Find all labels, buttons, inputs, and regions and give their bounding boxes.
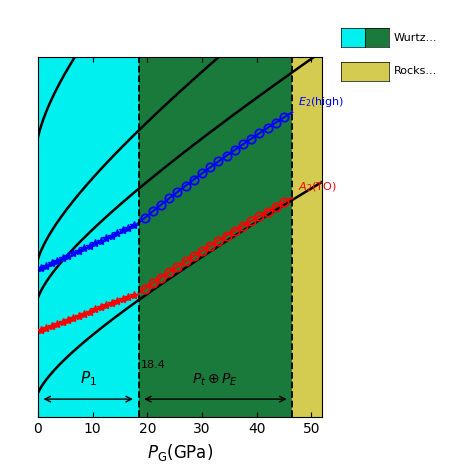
Text: $P_1$: $P_1$ <box>80 370 97 388</box>
X-axis label: $P_{\mathrm{G}}$(GPa): $P_{\mathrm{G}}$(GPa) <box>147 442 213 463</box>
Bar <box>292 57 322 417</box>
Text: Rocks...: Rocks... <box>393 66 437 76</box>
Text: $A_2$(TO): $A_2$(TO) <box>298 181 337 194</box>
Text: Wurtz...: Wurtz... <box>393 33 437 43</box>
Text: 18.4: 18.4 <box>141 360 165 370</box>
Text: $P_t \oplus P_E$: $P_t \oplus P_E$ <box>192 372 238 388</box>
Bar <box>138 57 292 417</box>
Bar <box>38 57 138 417</box>
Text: $E_2$(high): $E_2$(high) <box>298 95 344 109</box>
